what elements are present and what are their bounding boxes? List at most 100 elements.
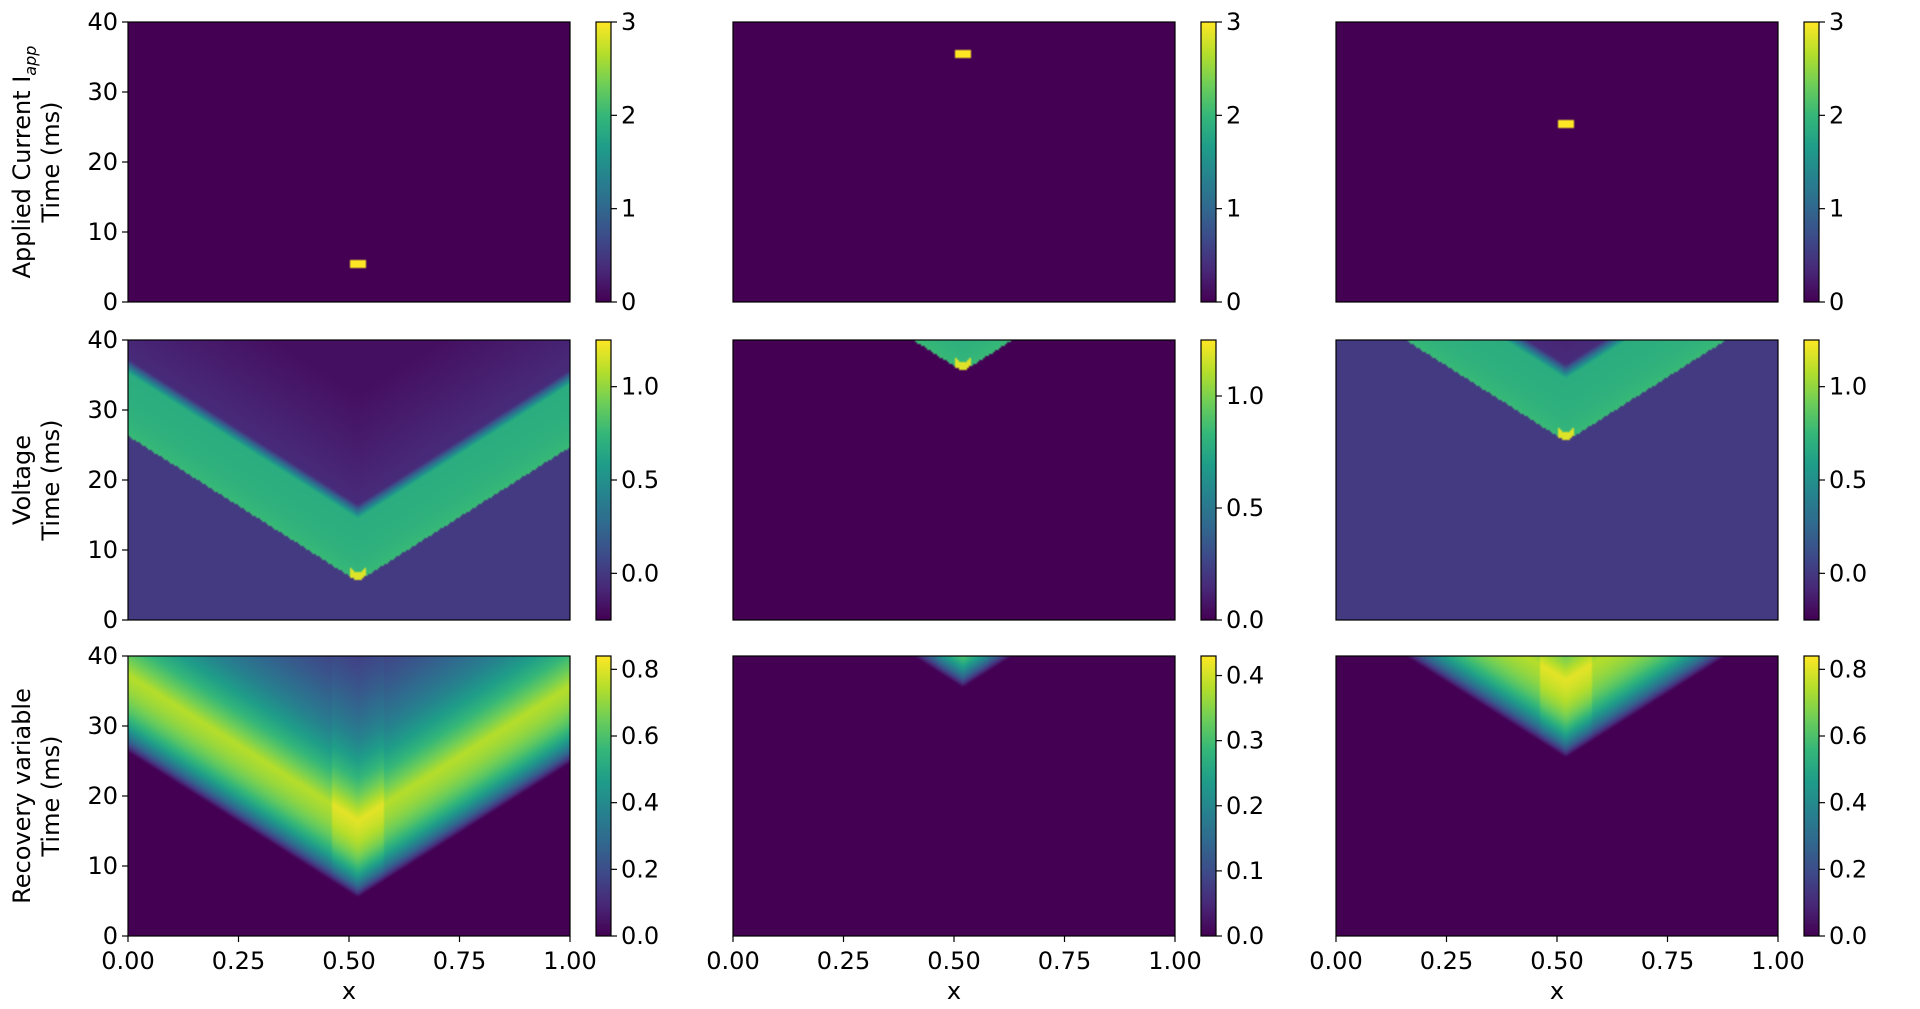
y-tick-label: 40 — [87, 326, 118, 354]
x-tick-label: 1.00 — [1148, 947, 1201, 975]
colorbar-tick-label: 2 — [621, 101, 636, 129]
x-tick-label: 0.00 — [706, 947, 759, 975]
colorbar-tick-label: 0.4 — [1829, 789, 1867, 817]
colorbar-tick-label: 0.1 — [1226, 857, 1264, 885]
colorbar — [596, 340, 611, 620]
colorbar — [1201, 656, 1216, 936]
row-ylabel: Recovery variable Time (ms) — [8, 688, 65, 904]
y-tick-label: 40 — [87, 642, 118, 670]
x-tick-label: 0.25 — [212, 947, 265, 975]
colorbar-tick-label: 0.0 — [1829, 922, 1867, 950]
row-ylabel-line1: Voltage — [8, 435, 36, 525]
heatmap-recovery-panel-3 — [1336, 656, 1778, 936]
y-tick-label: 30 — [87, 712, 118, 740]
colorbar-tick-label: 0.8 — [1829, 655, 1867, 683]
colorbar-tick-label: 0.3 — [1226, 727, 1264, 755]
x-tick-label: 0.00 — [1309, 947, 1362, 975]
colorbar-tick-label: 3 — [1829, 8, 1844, 36]
colorbar-tick-label: 3 — [1226, 8, 1241, 36]
colorbar-tick-label: 1.0 — [621, 373, 659, 401]
colorbar-tick-label: 0.0 — [1226, 606, 1264, 634]
colorbar-frame — [1200, 21, 1217, 303]
colorbar-tick-label: 0.5 — [1829, 466, 1867, 494]
colorbar-tick-label: 1 — [621, 195, 636, 223]
x-tick-label: 0.75 — [1641, 947, 1694, 975]
heatmap-voltage-panel-1 — [128, 340, 570, 620]
colorbar-tick-label: 0.5 — [1226, 494, 1264, 522]
heatmap-voltage-panel-3 — [1336, 340, 1778, 620]
heatmap-stimulus-panel-2 — [733, 22, 1175, 302]
y-tick-label: 0 — [103, 922, 118, 950]
colorbar-tick-label: 0.2 — [1829, 855, 1867, 883]
colorbar-tick-label: 0 — [621, 288, 636, 316]
x-tick-label: 0.25 — [1420, 947, 1473, 975]
colorbar-tick-label: 0.0 — [1829, 559, 1867, 587]
heatmap-recovery-panel-1 — [128, 656, 570, 936]
colorbar-tick-label: 0.4 — [1226, 662, 1264, 690]
x-tick-label: 0.75 — [433, 947, 486, 975]
colorbar-tick-label: 0.8 — [621, 655, 659, 683]
colorbar — [1804, 340, 1819, 620]
plot-frame — [1335, 339, 1779, 621]
row-ylabel-subscript: app — [21, 46, 40, 76]
x-tick-label: 0.50 — [927, 947, 980, 975]
row-ylabel: Voltage Time (ms) — [8, 420, 65, 542]
plot-frame — [1335, 21, 1779, 303]
colorbar — [596, 22, 611, 302]
colorbar-tick-label: 0.2 — [621, 855, 659, 883]
colorbar-tick-label: 2 — [1829, 101, 1844, 129]
y-tick-label: 10 — [87, 536, 118, 564]
row-ylabel-line1: Applied Current Iapp — [8, 46, 40, 279]
x-tick-label: 1.00 — [1751, 947, 1804, 975]
colorbar-tick-label: 0.6 — [1829, 722, 1867, 750]
colorbar — [596, 656, 611, 936]
colorbar-tick-label: 0.6 — [621, 722, 659, 750]
colorbar-tick-label: 1 — [1829, 195, 1844, 223]
colorbar-tick-label: 0.4 — [621, 789, 659, 817]
colorbar — [1201, 22, 1216, 302]
colorbar-tick-label: 3 — [621, 8, 636, 36]
colorbar-frame — [1200, 655, 1217, 937]
colorbar-tick-label: 1 — [1226, 195, 1241, 223]
heatmap-recovery-panel-2 — [733, 656, 1175, 936]
x-tick-label: 0.00 — [101, 947, 154, 975]
y-tick-label: 20 — [87, 466, 118, 494]
x-tick-label: 0.50 — [322, 947, 375, 975]
heatmap-voltage-panel-2 — [733, 340, 1175, 620]
y-tick-label: 30 — [87, 78, 118, 106]
y-tick-label: 30 — [87, 396, 118, 424]
plot-frame — [732, 339, 1176, 621]
colorbar-frame — [1803, 21, 1820, 303]
x-tick-label: 0.75 — [1038, 947, 1091, 975]
colorbar — [1804, 656, 1819, 936]
row-ylabel-line1: Recovery variable — [8, 688, 36, 904]
colorbar-frame — [1803, 655, 1820, 937]
colorbar-tick-label: 0.0 — [621, 922, 659, 950]
heatmap-stimulus-panel-3 — [1336, 22, 1778, 302]
colorbar-tick-label: 0.0 — [621, 559, 659, 587]
heatmap-stimulus-panel-1 — [128, 22, 570, 302]
y-tick-label: 0 — [103, 288, 118, 316]
row-ylabel-line2: Time (ms) — [37, 420, 65, 542]
colorbar-tick-label: 0.2 — [1226, 792, 1264, 820]
colorbar-frame — [1200, 339, 1217, 621]
colorbar-tick-label: 1.0 — [1226, 382, 1264, 410]
row-ylabel-line2: Time (ms) — [37, 736, 65, 858]
colorbar — [1201, 340, 1216, 620]
x-tick-label: 0.50 — [1530, 947, 1583, 975]
x-tick-label: 0.25 — [817, 947, 870, 975]
row-ylabel-line2: Time (ms) — [37, 102, 65, 224]
colorbar-tick-label: 0 — [1226, 288, 1241, 316]
y-tick-label: 20 — [87, 782, 118, 810]
x-axis-label: x — [342, 977, 356, 1005]
y-tick-label: 0 — [103, 606, 118, 634]
y-tick-label: 10 — [87, 218, 118, 246]
x-axis-label: x — [947, 977, 961, 1005]
colorbar-frame — [595, 21, 612, 303]
plot-frame — [732, 21, 1176, 303]
colorbar-tick-label: 0.5 — [621, 466, 659, 494]
colorbar-tick-label: 2 — [1226, 101, 1241, 129]
colorbar-tick-label: 1.0 — [1829, 373, 1867, 401]
